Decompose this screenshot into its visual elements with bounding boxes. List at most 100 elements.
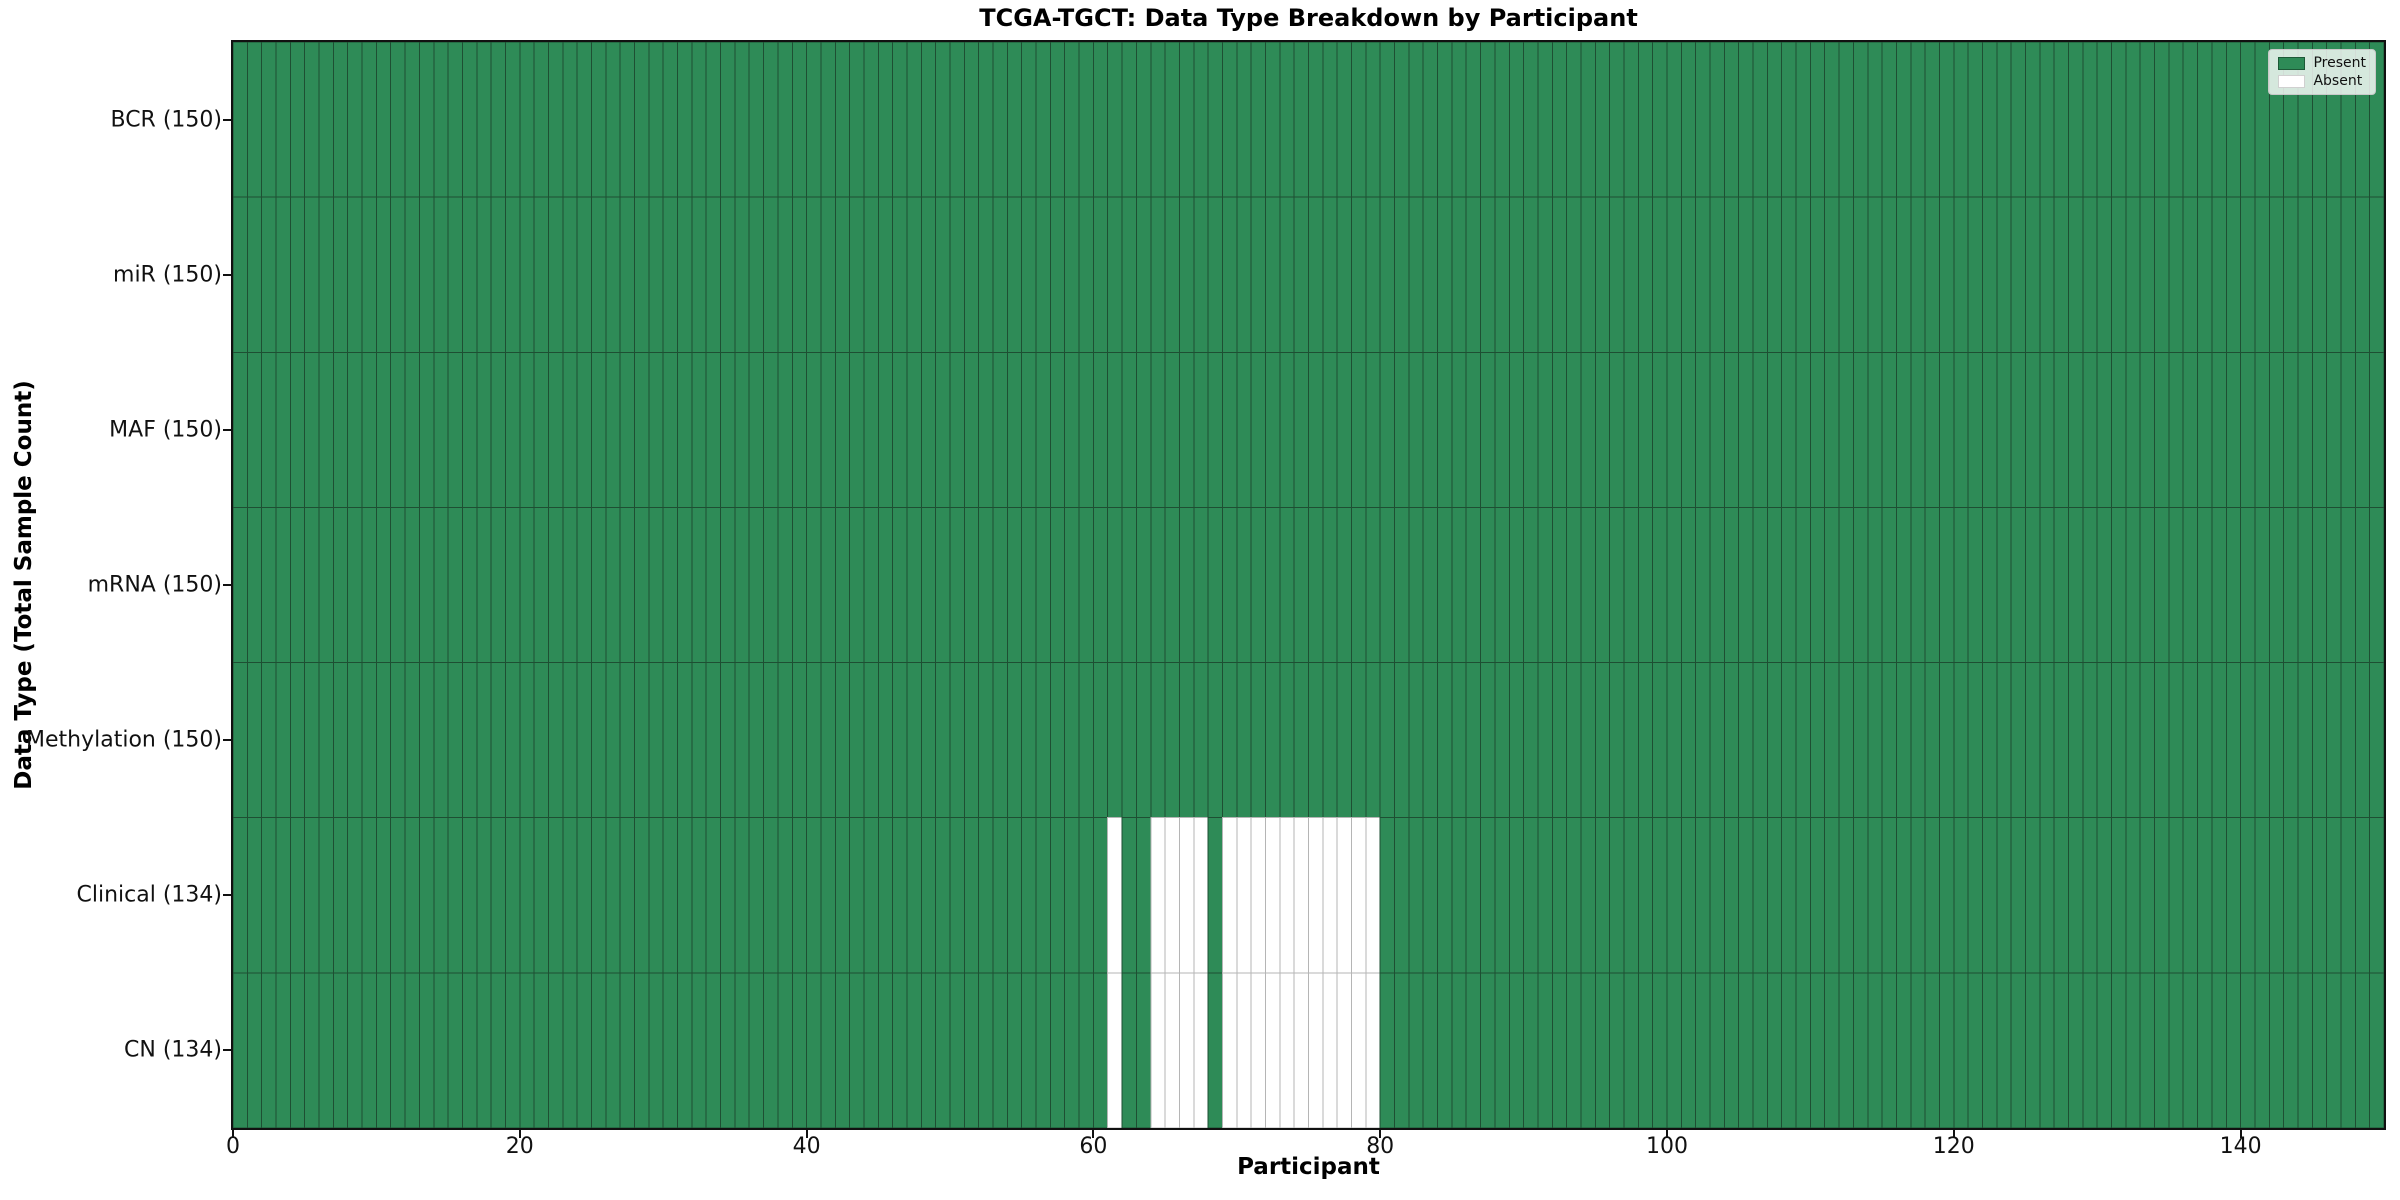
cell [1379,506,1396,664]
cell [361,662,377,819]
cell [261,351,277,508]
cell [1508,972,1525,1128]
cell [461,351,478,508]
cell [834,506,851,664]
cell [1193,506,1209,664]
cell [648,351,664,508]
cell [1021,662,1037,819]
cell [648,817,664,974]
cell [1193,42,1209,198]
cell [1623,506,1639,664]
cell [1394,351,1410,508]
cell [1594,972,1611,1128]
cell [1279,351,1295,508]
cell [418,351,435,508]
cell [648,972,664,1128]
y-tick-label: Clinical (134) [76,882,222,908]
cell [2254,662,2270,819]
cell [2197,662,2213,819]
y-tick-label: BCR (150) [110,107,222,133]
cell [2025,662,2041,819]
cell [2326,506,2342,664]
cell [2240,972,2256,1128]
cell [476,972,492,1128]
cell [1924,42,1940,198]
cell [1394,817,1410,974]
cell [1236,662,1252,819]
cell [1236,506,1252,664]
cell [935,506,951,664]
cell [1279,817,1295,974]
cell [949,506,965,664]
cell [1981,972,1998,1128]
cell [1867,351,1883,508]
cell [677,196,693,353]
cell [1824,506,1840,664]
cell [1695,662,1711,819]
cell [347,662,363,819]
cell [2369,351,2384,508]
cell [2197,351,2213,508]
cell [748,817,765,974]
cell [1336,351,1353,508]
cell [1308,196,1324,353]
cell [2297,506,2313,664]
cell [1609,196,1625,353]
cell [1695,817,1711,974]
cell [677,506,693,664]
x-tick-mark [1379,1130,1382,1138]
cell [1967,817,1983,974]
cell [1279,506,1295,664]
cell [246,662,263,819]
cell [1523,42,1539,198]
cell [1049,196,1066,353]
cell [2225,42,2242,198]
cell [2139,42,2156,198]
cell [233,42,248,198]
cell [1121,196,1137,353]
cell [1752,351,1768,508]
cell [2039,972,2055,1128]
cell [1838,42,1854,198]
cell [2311,196,2328,353]
cell [863,196,879,353]
cell [763,196,779,353]
cell [1523,351,1539,508]
cell [1752,506,1768,664]
cell [418,972,435,1128]
cell [2053,972,2070,1128]
cell [1078,662,1094,819]
cell [2225,351,2242,508]
cell [246,506,263,664]
cell [1637,351,1654,508]
y-tick-mark [223,739,231,742]
cell [2240,506,2256,664]
cell [634,662,650,819]
cell [1408,196,1424,353]
cell [662,506,679,664]
cell [1637,196,1654,353]
cell [2125,351,2141,508]
cell [375,506,392,664]
cell [806,817,822,974]
cell [1064,662,1080,819]
x-tick-label: 140 [2219,1134,2262,1159]
cell [2053,506,2070,664]
cell [1996,506,2012,664]
cell [949,351,965,508]
cell [1021,42,1037,198]
cell [834,817,851,974]
cell [2139,351,2156,508]
cell [2211,817,2227,974]
cell [791,196,808,353]
cell [920,42,937,198]
cell [1164,351,1180,508]
cell [1322,196,1338,353]
cell [1078,351,1094,508]
cell [1537,662,1553,819]
cell [1293,42,1310,198]
cell [1537,972,1553,1128]
cell [1308,817,1324,974]
cell [2197,196,2213,353]
cell [1666,506,1682,664]
